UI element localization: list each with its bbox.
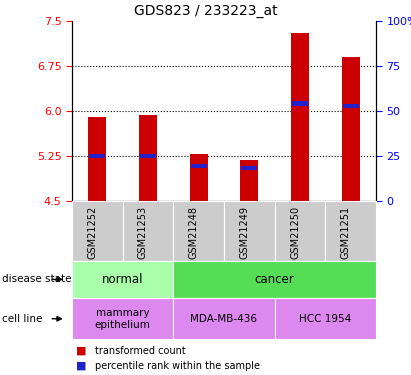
Text: GSM21252: GSM21252: [87, 206, 97, 259]
Text: cell line: cell line: [2, 314, 42, 324]
Text: ■: ■: [76, 346, 87, 355]
Bar: [291, 33, 309, 201]
Text: percentile rank within the sample: percentile rank within the sample: [95, 361, 259, 370]
Text: MDA-MB-436: MDA-MB-436: [190, 314, 258, 324]
Text: GSM21249: GSM21249: [239, 206, 249, 259]
Text: GSM21251: GSM21251: [341, 206, 351, 259]
Bar: [241, 165, 257, 170]
Text: GSM21250: GSM21250: [290, 206, 300, 259]
Bar: [342, 57, 360, 201]
Text: GSM21253: GSM21253: [138, 206, 148, 259]
Text: GDS823 / 233223_at: GDS823 / 233223_at: [134, 4, 277, 18]
Bar: [292, 101, 308, 105]
Bar: [89, 154, 105, 158]
Text: cancer: cancer: [255, 273, 295, 286]
Bar: [140, 154, 156, 158]
Bar: [191, 164, 207, 168]
Bar: [343, 104, 359, 108]
Text: GSM21248: GSM21248: [189, 206, 199, 259]
Text: ■: ■: [76, 361, 87, 370]
Text: mammary
epithelium: mammary epithelium: [95, 308, 150, 330]
Bar: [240, 160, 258, 201]
Text: HCC 1954: HCC 1954: [299, 314, 351, 324]
Text: transformed count: transformed count: [95, 346, 185, 355]
Text: disease state: disease state: [2, 274, 72, 284]
Bar: [88, 117, 106, 201]
Text: normal: normal: [102, 273, 143, 286]
Bar: [139, 116, 157, 201]
Bar: [190, 154, 208, 201]
